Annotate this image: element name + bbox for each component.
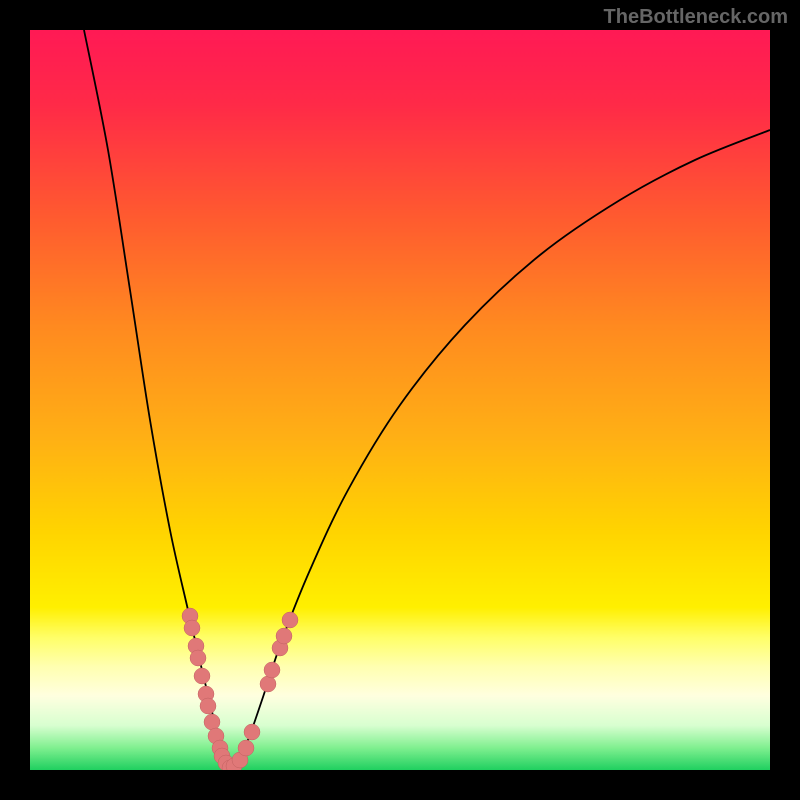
data-marker	[282, 612, 298, 628]
right-curve	[230, 130, 770, 770]
watermark-text: TheBottleneck.com	[604, 6, 788, 29]
data-marker	[184, 620, 200, 636]
data-marker	[264, 662, 280, 678]
plot-area	[30, 30, 770, 770]
data-marker	[190, 650, 206, 666]
data-marker	[204, 714, 220, 730]
data-marker	[276, 628, 292, 644]
data-marker	[244, 724, 260, 740]
marker-group	[182, 608, 298, 770]
data-marker	[200, 698, 216, 714]
left-curve	[84, 30, 230, 770]
data-marker	[194, 668, 210, 684]
chart-container: TheBottleneck.com	[0, 0, 800, 800]
data-marker	[238, 740, 254, 756]
curve-overlay	[30, 30, 770, 770]
data-marker	[260, 676, 276, 692]
